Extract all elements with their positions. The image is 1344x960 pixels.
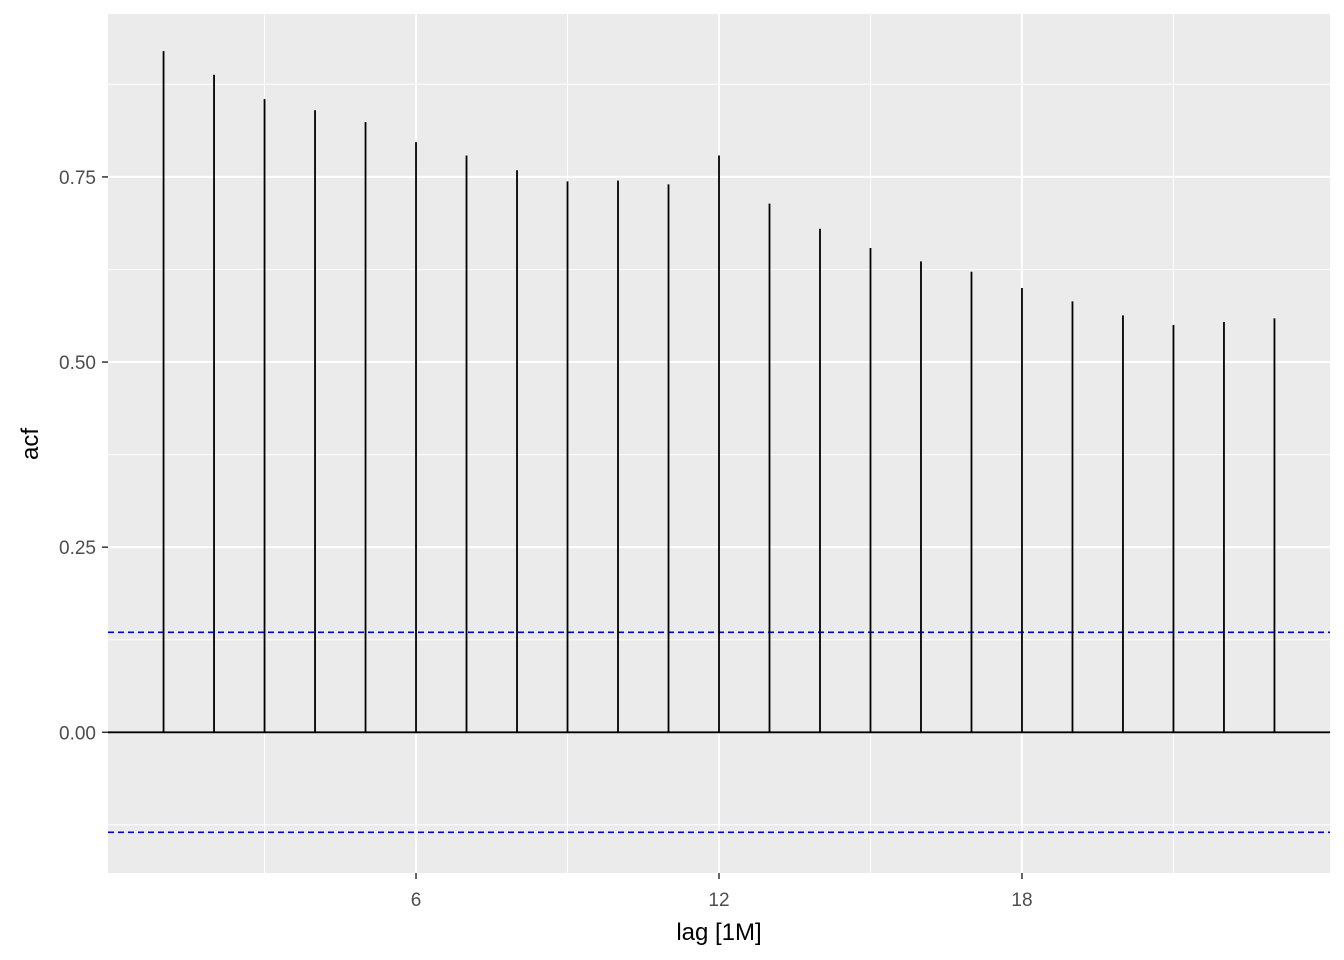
x-tick-label: 18 xyxy=(1011,890,1032,911)
x-tick-label: 12 xyxy=(708,890,729,911)
y-axis: 0.00 0.25 0.50 0.75 xyxy=(59,168,108,744)
x-axis: 6 12 18 xyxy=(411,873,1033,911)
y-tick-label: 0.00 xyxy=(59,723,96,744)
x-tick-label: 6 xyxy=(411,890,422,911)
y-tick-label: 0.50 xyxy=(59,353,96,374)
y-tick-label: 0.25 xyxy=(59,538,96,559)
acf-bars xyxy=(162,51,1276,733)
x-axis-title: lag [1M] xyxy=(676,919,761,946)
y-tick-label: 0.75 xyxy=(59,168,96,189)
y-axis-title: acf xyxy=(17,428,44,460)
